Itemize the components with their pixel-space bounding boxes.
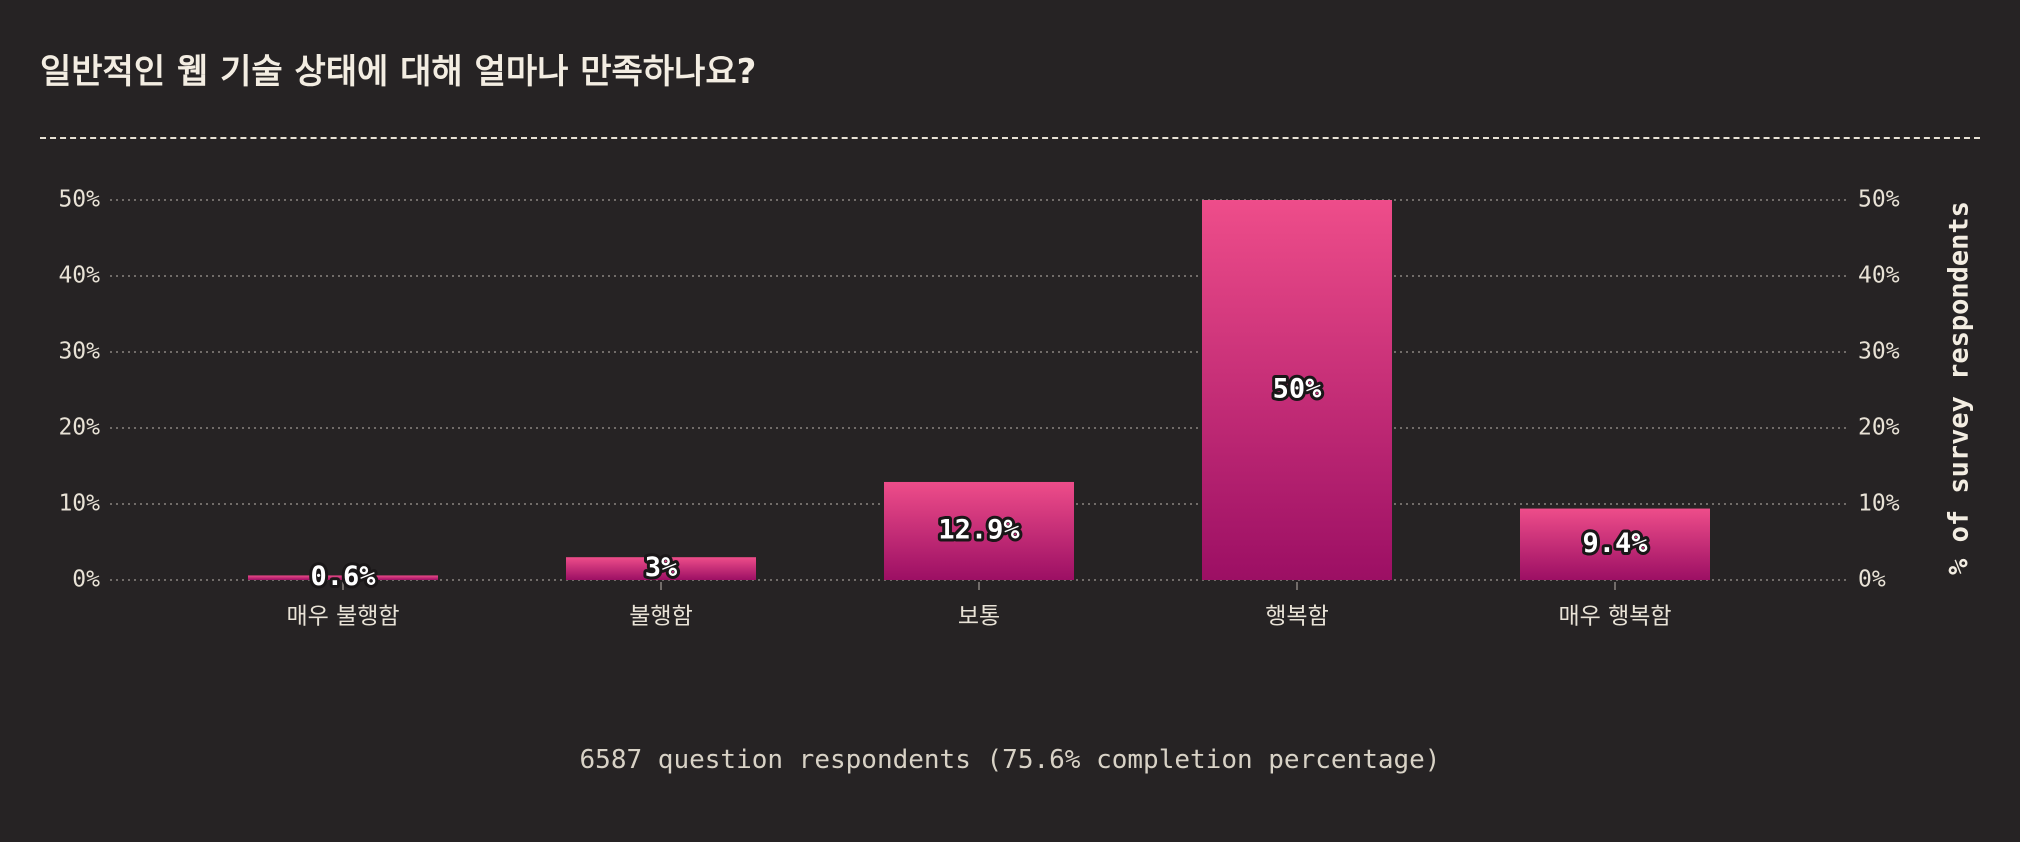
y-axis-label: % of survey respondents — [1944, 201, 1975, 575]
data-label: 9.4% — [1582, 528, 1648, 559]
bar-chart: 0% 0% 10% 10% 20% 20% 30% 30% 40% 40% 50% 50% 매우 불행함… — [58, 187, 1975, 630]
y-tick-label-left: 20% — [58, 415, 100, 441]
data-label: 3% — [645, 552, 678, 583]
labels: 0% 0% 10% 10% 20% 20% 30% 30% 40% 40% 50% 50% 매우 불행함… — [58, 187, 1899, 630]
y-tick-label-left: 40% — [58, 263, 100, 289]
category-label: 행복함 — [1265, 604, 1328, 630]
y-tick-label-left: 0% — [72, 567, 100, 593]
y-tick-label-right: 10% — [1858, 491, 1900, 517]
y-tick-label-right: 20% — [1858, 415, 1900, 441]
category-label: 매우 불행함 — [286, 604, 399, 630]
data-label: 12.9% — [938, 514, 1020, 545]
y-tick-label-right: 30% — [1858, 339, 1900, 365]
category-label: 불행함 — [629, 604, 692, 630]
category-label: 보통 — [958, 604, 1000, 630]
category-label: 매우 행복함 — [1558, 604, 1671, 630]
y-tick-label-left: 10% — [58, 491, 100, 517]
bar — [1520, 508, 1710, 580]
y-tick-label-right: 0% — [1858, 567, 1886, 593]
bar — [566, 557, 756, 580]
bar — [1202, 200, 1392, 580]
bar — [248, 575, 438, 580]
chart-title: 일반적인 웹 기술 상태에 대해 얼마나 만족하나요? — [40, 52, 757, 92]
y-tick-label-right: 50% — [1858, 187, 1900, 213]
respondents-footer: 6587 question respondents (75.6% complet… — [579, 745, 1441, 775]
y-tick-label-left: 50% — [58, 187, 100, 213]
data-label: 50% — [1273, 374, 1323, 405]
y-tick-label-right: 40% — [1858, 263, 1900, 289]
title-divider — [40, 137, 1980, 139]
bar — [884, 481, 1074, 580]
y-tick-label-left: 30% — [58, 339, 100, 365]
bars — [248, 200, 1710, 580]
data-label: 0.6% — [310, 561, 376, 592]
